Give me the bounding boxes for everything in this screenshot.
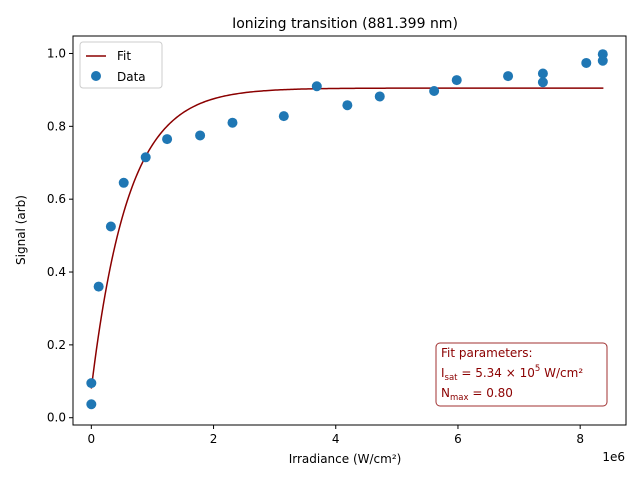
data-point [86, 399, 97, 410]
data-point [451, 75, 462, 86]
plot-frame [72, 35, 627, 426]
fit-isat-sub: sat [445, 373, 459, 383]
fit-nmax-line: Nmax = 0.80 [441, 386, 513, 403]
fit-nmax-symbol: N [441, 386, 450, 400]
x-axis-label: Irradiance (W/cm²) [289, 452, 402, 466]
data-point [581, 57, 592, 68]
data-point [342, 100, 353, 111]
fit-isat-line: Isat = 5.34 × 105 W/cm² [441, 364, 583, 383]
data-point [537, 77, 548, 88]
y-tick-label: 0.0 [47, 411, 66, 425]
data-point [429, 86, 440, 96]
data-point [227, 117, 238, 128]
data-point [311, 81, 322, 92]
x-tick-label: 2 [210, 432, 218, 446]
y-tick-label: 0.6 [47, 192, 66, 206]
data-point [537, 68, 548, 79]
legend-data-label: Data [117, 70, 146, 84]
data-point [86, 378, 97, 389]
legend-fit-label: Fit [117, 49, 131, 63]
plot-area [86, 49, 608, 410]
legend: Fit Data [79, 41, 163, 89]
y-tick-label: 0.2 [47, 338, 66, 352]
fit-nmax-sub: max [450, 393, 469, 403]
y-tick-label: 1.0 [47, 46, 66, 60]
fit-parameters-box: Fit parameters: Isat = 5.34 × 105 W/cm² … [435, 342, 608, 407]
fit-series [90, 87, 604, 389]
data-point [105, 221, 116, 232]
y-axis-ticks: 0.0 0.2 0.4 0.6 0.8 1.0 [47, 46, 73, 425]
data-point [278, 111, 289, 122]
data-point [597, 55, 608, 66]
y-tick-label: 0.4 [47, 265, 66, 279]
data-point [93, 281, 104, 292]
data-point [162, 134, 173, 145]
fit-isat-exp: 5 [535, 364, 540, 374]
y-tick-label: 0.8 [47, 119, 66, 133]
fit-isat-symbol: I [441, 366, 445, 380]
data-point [118, 177, 129, 188]
y-axis-label: Signal (arb) [14, 195, 28, 265]
fit-isat-unit: W/cm² [540, 366, 583, 380]
fit-parameters-border [435, 342, 608, 407]
x-axis-ticks: 0 2 4 6 8 [88, 425, 584, 446]
x-tick-label: 6 [454, 432, 462, 446]
chart-title: Ionizing transition (881.399 nm) [232, 16, 458, 32]
x-tick-label: 4 [332, 432, 340, 446]
data-point [195, 130, 206, 141]
legend-data-swatch [91, 71, 101, 81]
fit-line [90, 87, 604, 389]
data-point [140, 152, 151, 163]
data-point [374, 91, 385, 102]
x-tick-label: 8 [576, 432, 584, 446]
x-axis-offset-label: 1e6 [602, 450, 625, 464]
data-series [86, 49, 608, 410]
data-point [503, 71, 514, 82]
fit-nmax-value: = 0.80 [469, 386, 513, 400]
x-tick-label: 0 [88, 432, 96, 446]
fit-parameters-heading: Fit parameters: [441, 346, 533, 360]
fit-isat-value: = 5.34 × 10 [458, 366, 535, 380]
